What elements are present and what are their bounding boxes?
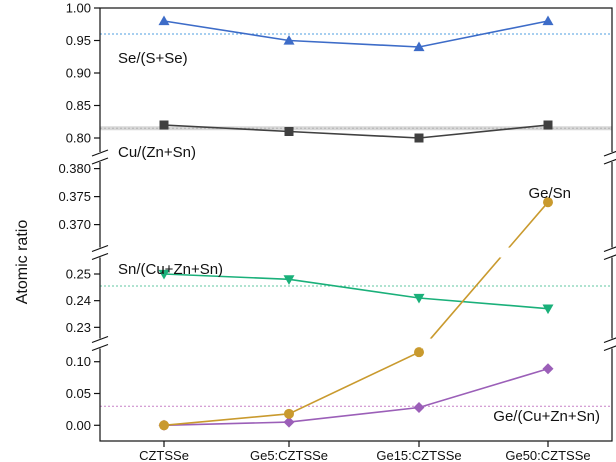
series-line <box>163 124 549 139</box>
y-tick-label: 0.375 <box>58 189 91 204</box>
axis-break-mark <box>603 246 616 253</box>
data-point <box>542 363 554 375</box>
y-axis-label: Atomic ratio <box>14 220 31 305</box>
y-tick-label: 0.05 <box>66 386 91 401</box>
axis-break-mark <box>603 150 616 157</box>
x-category-label: Ge15:CZTSSe <box>376 448 461 462</box>
series-label: Se/(S+Se) <box>118 50 188 67</box>
axis-break-mark <box>603 254 616 261</box>
y-tick-label: 0.00 <box>66 418 91 433</box>
axis-break-mask <box>91 152 109 162</box>
data-point <box>542 15 554 26</box>
data-point <box>413 41 425 52</box>
y-tick-label: 0.10 <box>66 354 91 369</box>
axis-break-mark <box>603 345 616 352</box>
y-tick-label: 0.24 <box>66 293 91 308</box>
data-point <box>159 120 169 130</box>
axis-break-mark <box>91 343 109 352</box>
y-tick-label: 0.90 <box>66 66 91 81</box>
y-tick-label: 0.23 <box>66 320 91 335</box>
axis-break-mark <box>91 157 109 165</box>
line-break-mask <box>499 247 510 258</box>
axis-break-mask <box>603 338 616 349</box>
data-point <box>284 127 294 136</box>
axis-break-mark <box>91 149 109 157</box>
data-point <box>158 269 170 280</box>
data-point <box>543 120 553 130</box>
axis-break-mark <box>91 244 109 253</box>
x-category-label: CZTSSe <box>139 448 189 462</box>
y-tick-label: 0.95 <box>66 33 91 48</box>
axis-break-mark <box>603 158 616 165</box>
axis-break-mark <box>603 337 616 344</box>
line-break-mask <box>421 338 432 349</box>
data-point <box>158 15 170 26</box>
y-tick-label: 0.380 <box>58 161 91 176</box>
data-point <box>542 304 554 315</box>
y-tick-label: 1.00 <box>66 1 91 16</box>
series-labels: Se/(S+Se) Cu/(Zn+Sn) Sn/(Cu+Zn+Sn) Ge/(Cu+Z… <box>118 50 600 425</box>
series-line <box>163 20 549 48</box>
data-point <box>283 416 295 428</box>
data-point <box>413 293 425 304</box>
series-line <box>163 367 549 427</box>
data-point <box>283 35 295 45</box>
data-point <box>414 133 424 143</box>
data-point <box>284 408 294 419</box>
series-layer <box>158 15 554 431</box>
series-cu-zn-sn <box>159 120 553 143</box>
reference-lines <box>100 33 612 407</box>
axis-break-mark <box>91 335 109 344</box>
data-point <box>414 347 424 358</box>
axis-break-mask <box>91 247 109 258</box>
data-point <box>543 197 553 208</box>
data-point <box>283 275 295 285</box>
series-line <box>163 201 549 427</box>
axis-break-mask <box>603 152 616 162</box>
axis-break-mark <box>91 252 109 261</box>
y-tick-label: 0.25 <box>66 267 91 282</box>
series-line <box>163 273 549 310</box>
axis-break-mask <box>603 247 616 258</box>
data-point <box>159 420 169 431</box>
series-label: Cu/(Zn+Sn) <box>118 144 196 161</box>
y-tick-label: 0.80 <box>66 131 91 146</box>
plot-frame <box>99 7 613 442</box>
reference-band <box>100 126 612 131</box>
series-sn-cu-zn-sn <box>158 269 554 315</box>
axis-break-mask <box>91 338 109 349</box>
series-se-s-se <box>158 15 554 52</box>
series-ge-sn <box>159 197 553 431</box>
x-category-label: Ge50:CZTSSe <box>505 448 590 462</box>
data-point <box>413 401 425 413</box>
y-tick-label: 0.370 <box>58 217 91 232</box>
x-category-label: Ge5:CZTSSe <box>250 448 328 462</box>
series-label: Ge/(Cu+Zn+Sn) <box>493 408 600 425</box>
axes: 0.80 0.85 0.90 0.95 1.00 0.370 0.375 0.380 0.23 0… <box>58 1 616 462</box>
series-label: Ge/Sn <box>528 185 571 202</box>
y-tick-label: 0.85 <box>66 98 91 113</box>
series-label: Sn/(Cu+Zn+Sn) <box>118 261 223 278</box>
